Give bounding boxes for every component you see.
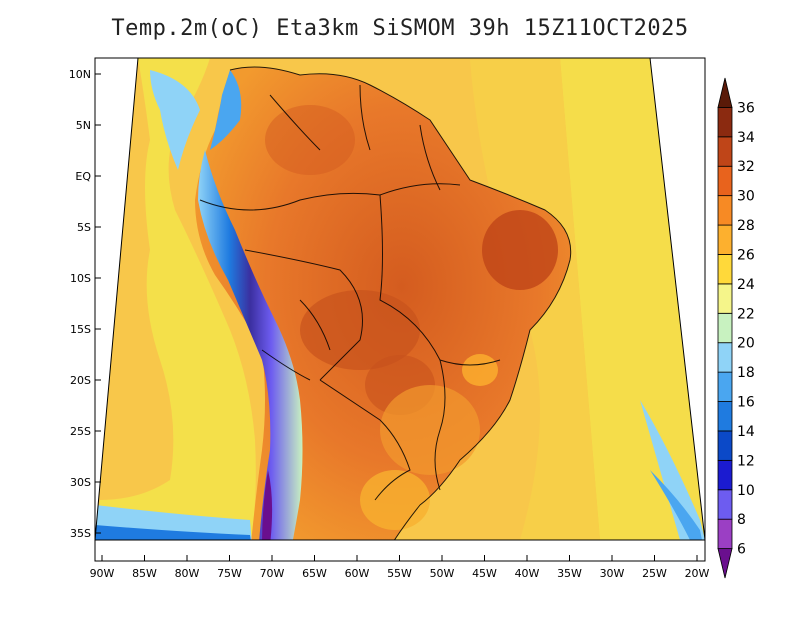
colorbar-label: 30 bbox=[737, 189, 755, 205]
lat-tick-label: 10S bbox=[70, 272, 91, 285]
pacific-mild-band bbox=[95, 58, 256, 540]
colorbar-label: 22 bbox=[737, 306, 755, 322]
colorbar-segment bbox=[717, 459, 733, 491]
southern-andes-coldest bbox=[262, 470, 273, 540]
colorbar: 6 8 10 12 14 16 18 20 22 24 26 28 30 32 34 36 bbox=[717, 77, 755, 579]
lat-tick-label: 5S bbox=[77, 221, 91, 234]
country-borders bbox=[199, 66, 572, 540]
pacific-cool-patch bbox=[150, 70, 200, 170]
longitude-axis: 90W 85W 80W 75W 70W 65W 60W 55W 50W 45W 40W 35W 30W 2… bbox=[90, 555, 710, 580]
lon-tick-label: 25W bbox=[642, 567, 667, 580]
latitude-axis: 10N 5N EQ 5S 10S 15S 20S 25S 30S 35S bbox=[69, 68, 101, 540]
colorbar-label: 32 bbox=[737, 159, 755, 175]
colorbar-segment bbox=[717, 195, 733, 226]
colorbar-label: 18 bbox=[737, 365, 755, 381]
lat-tick-label: 10N bbox=[69, 68, 91, 81]
colorbar-segment bbox=[717, 254, 733, 285]
lon-tick-label: 60W bbox=[345, 567, 370, 580]
map-title: Temp.2m(oC) Eta3km SiSMOM 39h 15Z11OCT20… bbox=[111, 16, 689, 41]
colorbar-segment bbox=[717, 548, 733, 579]
colorbar-label: 26 bbox=[737, 247, 755, 263]
colorbar-label: 28 bbox=[737, 218, 755, 234]
south-atlantic-cool bbox=[640, 400, 705, 540]
highland-mild-patch bbox=[462, 354, 498, 386]
colorbar-label: 8 bbox=[737, 512, 746, 528]
lon-tick-label: 35W bbox=[557, 567, 582, 580]
lon-tick-label: 70W bbox=[260, 567, 285, 580]
southeast-mild-region bbox=[380, 385, 480, 475]
colorbar-segment bbox=[717, 430, 733, 461]
northern-andes-cool bbox=[210, 70, 242, 150]
lat-tick-label: 5N bbox=[76, 119, 91, 132]
colorbar-segment bbox=[717, 401, 733, 432]
colorbar-label: 34 bbox=[737, 130, 755, 146]
lon-tick-label: 45W bbox=[472, 567, 497, 580]
lon-tick-label: 85W bbox=[132, 567, 157, 580]
colorbar-segment bbox=[717, 224, 733, 255]
map-field bbox=[95, 58, 705, 540]
lon-tick-label: 50W bbox=[430, 567, 455, 580]
colorbar-label: 36 bbox=[737, 100, 755, 116]
colorbar-segment bbox=[717, 312, 733, 344]
southern-cold-band bbox=[95, 525, 252, 540]
colorbar-label: 20 bbox=[737, 336, 755, 352]
northeast-hot-spot bbox=[482, 210, 558, 290]
lon-tick-label: 65W bbox=[302, 567, 327, 580]
colorbar-segment bbox=[717, 107, 733, 138]
lon-tick-label: 75W bbox=[217, 567, 242, 580]
lon-tick-label: 40W bbox=[515, 567, 540, 580]
colorbar-segment bbox=[717, 77, 733, 108]
colorbar-label: 12 bbox=[737, 453, 755, 469]
colorbar-segment bbox=[717, 283, 733, 314]
colorbar-segment bbox=[717, 518, 733, 549]
colorbar-label: 24 bbox=[737, 277, 755, 293]
colorbar-segment bbox=[717, 165, 733, 197]
lat-tick-label: EQ bbox=[75, 170, 91, 183]
lon-tick-label: 30W bbox=[600, 567, 625, 580]
lat-tick-label: 35S bbox=[70, 527, 91, 540]
colorbar-label: 6 bbox=[737, 542, 746, 558]
lat-tick-label: 15S bbox=[70, 323, 91, 336]
colorbar-label: 14 bbox=[737, 424, 755, 440]
colorbar-label: 16 bbox=[737, 395, 755, 411]
south-atlantic-colder bbox=[650, 470, 702, 540]
lat-tick-label: 20S bbox=[70, 374, 91, 387]
lat-tick-label: 30S bbox=[70, 476, 91, 489]
colorbar-segment bbox=[717, 136, 733, 167]
colorbar-label: 10 bbox=[737, 483, 755, 499]
lon-tick-label: 20W bbox=[685, 567, 710, 580]
lon-tick-label: 55W bbox=[387, 567, 412, 580]
andes-cold-ridge bbox=[198, 150, 303, 540]
colorbar-segment bbox=[717, 371, 733, 402]
lon-tick-label: 90W bbox=[90, 567, 115, 580]
lat-tick-label: 25S bbox=[70, 425, 91, 438]
colorbar-segment bbox=[717, 342, 733, 373]
lon-tick-label: 80W bbox=[175, 567, 200, 580]
colorbar-segment bbox=[717, 489, 733, 520]
